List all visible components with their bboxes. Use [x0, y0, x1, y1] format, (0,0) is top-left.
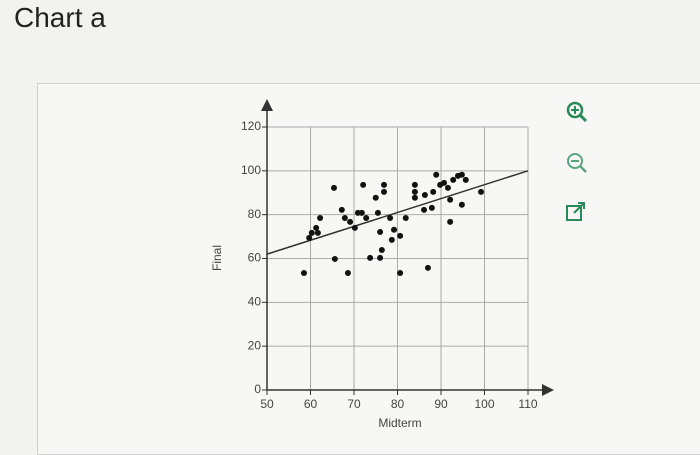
data-point [478, 188, 485, 195]
y-axis-label: Final [210, 245, 224, 271]
data-point [363, 214, 370, 221]
page-title: Chart a [14, 2, 106, 33]
data-point [381, 181, 388, 188]
data-point [314, 229, 321, 236]
y-tick-label: 80 [248, 207, 262, 221]
data-point [306, 234, 313, 241]
data-point [388, 236, 395, 243]
data-point [421, 206, 428, 213]
data-point [462, 176, 469, 183]
data-point [308, 229, 315, 236]
data-point [450, 176, 457, 183]
data-point [313, 224, 320, 231]
data-point [421, 191, 428, 198]
x-tick-label: 70 [347, 397, 361, 411]
y-tick-label: 60 [248, 251, 262, 265]
data-point [331, 255, 338, 262]
data-point [428, 204, 435, 211]
data-point [374, 209, 381, 216]
data-point [377, 228, 384, 235]
zoom-out-button[interactable] [567, 153, 587, 173]
y-tick-label: 120 [241, 119, 261, 133]
data-point [367, 254, 374, 261]
data-point [441, 179, 448, 186]
chart-panel [37, 83, 700, 455]
data-point [377, 254, 384, 261]
data-point [387, 214, 394, 221]
data-point [447, 196, 454, 203]
page: Chart a Midterm Final 0 20 40 60 80 100 120 50 6… [14, 2, 700, 455]
chart: Midterm Final 0 20 40 60 80 100 120 50 60 70 80 90 1… [210, 99, 588, 430]
x-tick-label: 50 [260, 397, 274, 411]
data-point [397, 232, 404, 239]
data-point [444, 184, 451, 191]
data-point [402, 214, 409, 221]
data-point [358, 209, 365, 216]
y-tick-label: 0 [254, 382, 261, 396]
data-point [338, 206, 345, 213]
y-tick-label: 40 [248, 295, 262, 309]
data-point [411, 188, 418, 195]
data-point [447, 218, 454, 225]
zoom-in-button[interactable] [566, 101, 588, 123]
x-tick-label: 110 [518, 397, 537, 411]
y-tick-label: 20 [248, 338, 262, 352]
data-point [347, 218, 354, 225]
data-point [330, 184, 337, 191]
data-point [458, 171, 465, 178]
data-point [411, 181, 418, 188]
data-point [351, 224, 358, 231]
x-tick-label: 60 [304, 397, 318, 411]
x-tick-label: 80 [391, 397, 405, 411]
data-point [372, 194, 379, 201]
data-point [430, 188, 437, 195]
data-point [317, 214, 324, 221]
data-point [391, 226, 398, 233]
data-point [381, 188, 388, 195]
open-external-button[interactable] [566, 202, 585, 221]
data-point [397, 269, 404, 276]
data-point [360, 181, 367, 188]
data-point [424, 264, 431, 271]
data-point [411, 194, 418, 201]
data-point [433, 171, 440, 178]
x-axis-label: Midterm [378, 416, 421, 430]
data-point [458, 201, 465, 208]
x-tick-label: 90 [434, 397, 448, 411]
data-point [300, 269, 307, 276]
data-point [378, 246, 385, 253]
x-tick-label: 100 [474, 397, 494, 411]
data-point [344, 269, 351, 276]
data-point [341, 214, 348, 221]
y-tick-label: 100 [241, 163, 261, 177]
